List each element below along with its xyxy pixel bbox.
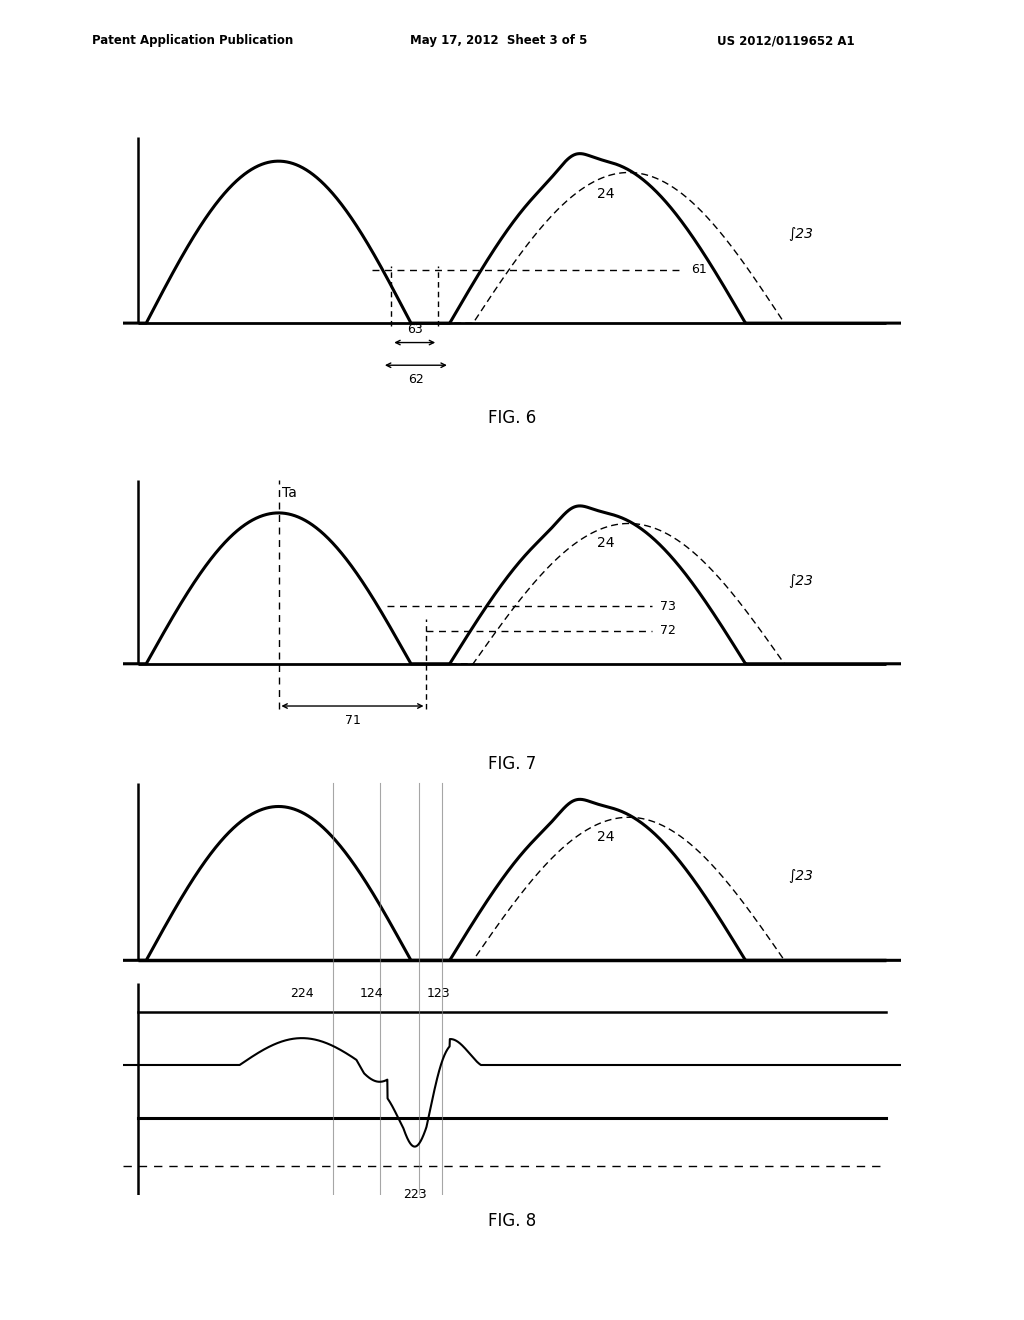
Text: May 17, 2012  Sheet 3 of 5: May 17, 2012 Sheet 3 of 5 xyxy=(410,34,587,48)
Text: 224: 224 xyxy=(290,987,313,999)
Text: 24: 24 xyxy=(597,536,614,550)
Text: 63: 63 xyxy=(407,323,423,337)
Text: FIG. 7: FIG. 7 xyxy=(487,755,537,774)
Text: Ta: Ta xyxy=(283,486,297,500)
Text: 24: 24 xyxy=(597,830,614,845)
Text: 24: 24 xyxy=(597,186,614,201)
Text: 72: 72 xyxy=(659,624,676,638)
Text: Patent Application Publication: Patent Application Publication xyxy=(92,34,294,48)
Text: US 2012/0119652 A1: US 2012/0119652 A1 xyxy=(717,34,854,48)
Text: FIG. 8: FIG. 8 xyxy=(487,1212,537,1230)
Text: 73: 73 xyxy=(659,601,676,612)
Text: 223: 223 xyxy=(402,1188,427,1201)
Text: 71: 71 xyxy=(344,714,360,726)
Text: 61: 61 xyxy=(691,263,707,276)
Text: 123: 123 xyxy=(426,987,450,999)
Text: 124: 124 xyxy=(360,987,384,999)
Text: ∫23: ∫23 xyxy=(788,869,813,883)
Text: 62: 62 xyxy=(408,374,424,387)
Text: ∫23: ∫23 xyxy=(788,227,813,242)
Text: FIG. 6: FIG. 6 xyxy=(487,409,537,428)
Text: ∫23: ∫23 xyxy=(788,574,813,587)
